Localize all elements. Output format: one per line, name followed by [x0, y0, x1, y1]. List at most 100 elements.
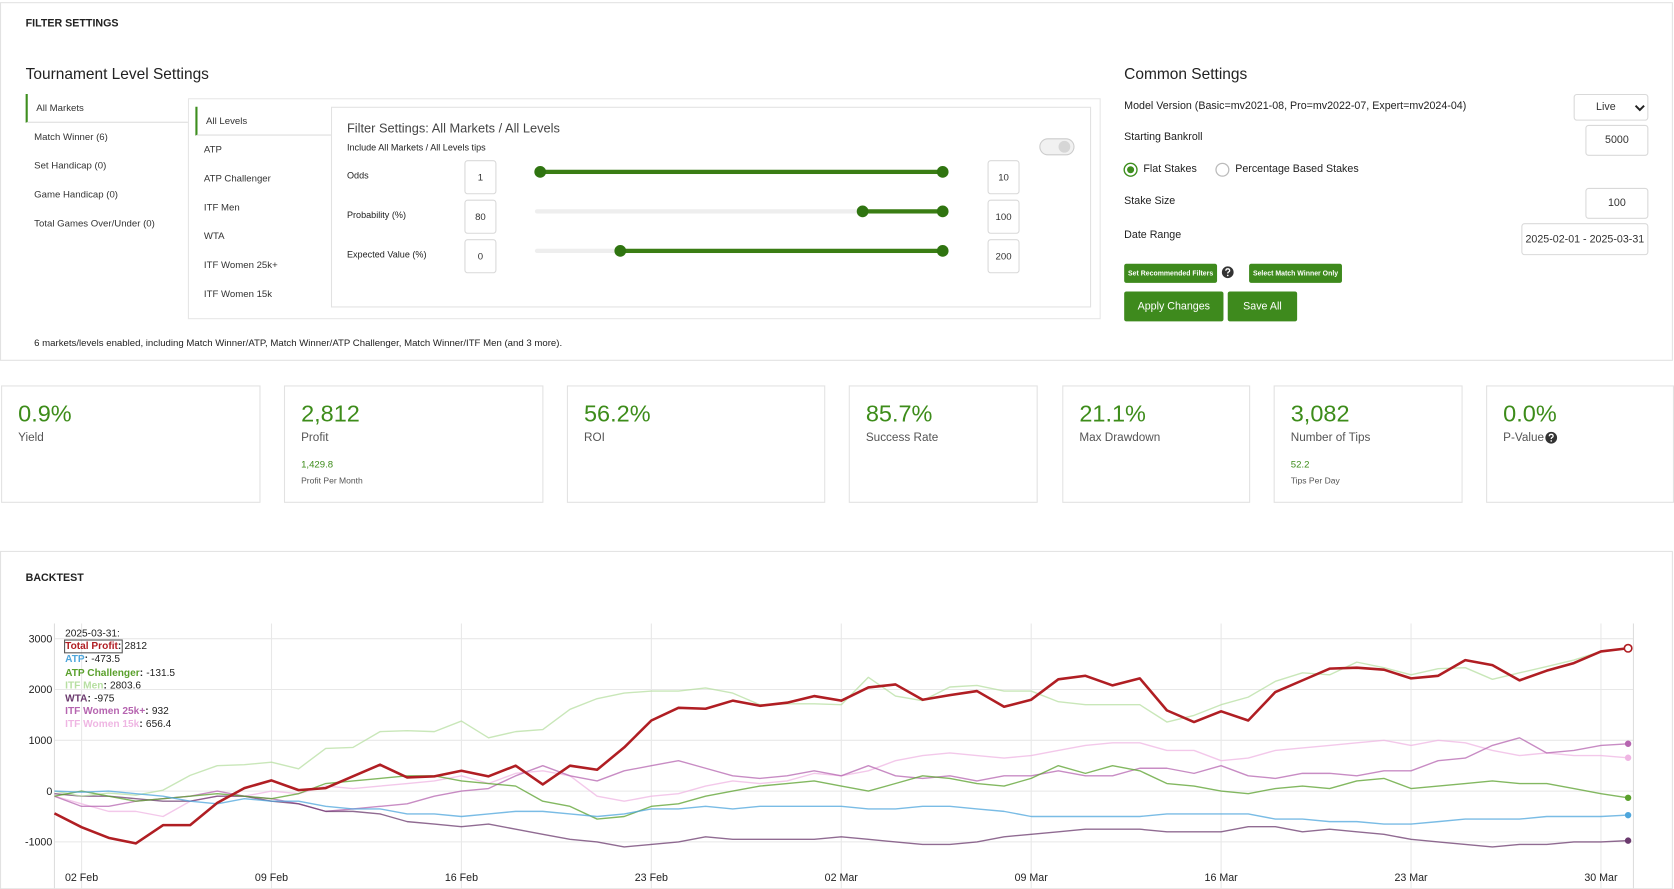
tooltip-title: 2025-03-31:	[65, 627, 120, 640]
level-tab[interactable]: ATP Challenger	[203, 172, 271, 184]
stat-label: P-Value	[1503, 431, 1545, 445]
stat-value: 3,082	[1290, 400, 1350, 428]
filter-label: Expected Value (%)	[346, 248, 427, 260]
level-tab[interactable]: ITF Women 25k+	[203, 259, 278, 271]
small-button[interactable]: Select Match Winner Only	[1249, 263, 1342, 283]
radio[interactable]	[1215, 162, 1230, 177]
y-tick-label: -1000	[25, 837, 52, 849]
market-tab[interactable]: Set Handicap (0)	[34, 160, 107, 171]
level-tab[interactable]: ITF Women 15k	[203, 288, 273, 299]
stat-label: Profit	[301, 431, 329, 445]
chevron	[1634, 105, 1645, 112]
tooltip-value: 656.4	[145, 718, 172, 731]
radio-checked[interactable]	[1123, 162, 1138, 177]
filter-label: Probability (%)	[346, 209, 406, 220]
y-tick-label: 3000	[29, 633, 53, 645]
stat-label: Number of Tips	[1290, 431, 1371, 445]
market-tab[interactable]: Match Winner (6)	[34, 131, 108, 142]
x-tick-label: 02 Mar	[825, 872, 859, 884]
help-icon[interactable]	[1221, 266, 1234, 279]
date-label: Date Range	[1124, 229, 1182, 242]
max-input[interactable]: 10	[987, 160, 1020, 195]
help-icon[interactable]	[1545, 431, 1558, 444]
stake-input[interactable]: 100	[1585, 187, 1649, 219]
stat-card: 0.0% P-Value	[1486, 385, 1674, 503]
stat-value: 56.2%	[583, 400, 651, 428]
section-title: BACKTEST	[25, 572, 84, 584]
filter-label: Odds	[346, 169, 369, 181]
slider-fill	[862, 209, 943, 214]
tooltip-value: -975	[94, 692, 115, 705]
tooltip-value: -131.5	[146, 666, 176, 679]
series-line	[54, 790, 1629, 825]
end-marker	[1624, 811, 1632, 819]
min-input[interactable]: 0	[464, 239, 497, 274]
market-tab[interactable]: Game Handicap (0)	[34, 188, 119, 200]
model-select[interactable]: Live	[1573, 93, 1649, 121]
include-label: Include All Markets / All Levels tips	[346, 141, 486, 153]
slider-fill	[540, 169, 943, 175]
max-input[interactable]: 100	[987, 199, 1020, 234]
tooltip-value: 932	[151, 705, 169, 718]
end-marker	[1624, 837, 1632, 844]
model-label: Model Version (Basic=mv2021-08, Pro=mv20…	[1124, 100, 1467, 113]
stat-sub-value: 52.2	[1290, 459, 1310, 470]
end-marker	[1624, 740, 1632, 747]
tooltip-value: -473.5	[91, 653, 121, 666]
sliders[interactable]	[528, 160, 955, 267]
model-value: Live	[1596, 101, 1616, 114]
tooltip-row: WTA-975	[65, 693, 175, 706]
stat-label: Max Drawdown	[1079, 431, 1161, 445]
stat-value: 0.9%	[18, 400, 72, 428]
stat-value: 85.7%	[865, 400, 933, 428]
max-input[interactable]: 200	[987, 239, 1020, 274]
series-line	[54, 792, 1629, 848]
min-input[interactable]: 1	[464, 160, 497, 195]
x-tick-label: 23 Feb	[635, 872, 668, 884]
radio-label: Percentage Based Stakes	[1235, 163, 1359, 176]
tooltip-row: ATP-473.5	[65, 654, 175, 667]
date-input[interactable]: 2025-02-01 - 2025-03-31	[1521, 223, 1649, 256]
slider-fill	[620, 248, 943, 254]
stat-label: Yield	[18, 431, 44, 445]
button[interactable]: Apply Changes	[1124, 291, 1224, 322]
tooltip-series: ATP	[65, 654, 88, 666]
level-tab[interactable]: WTA	[203, 230, 225, 242]
radio-label: Flat Stakes	[1143, 163, 1197, 176]
y-tick-label: 0	[46, 786, 52, 798]
market-tab[interactable]: Total Games Over/Under (0)	[34, 217, 155, 229]
level-tab[interactable]: ITF Men	[203, 201, 240, 213]
include-toggle[interactable]	[1039, 138, 1075, 156]
small-button[interactable]: Set Recommended Filters	[1124, 263, 1218, 283]
stat-value: 2,812	[301, 400, 360, 428]
level-tab[interactable]: All Levels	[195, 106, 331, 136]
level-tab[interactable]: ATP	[203, 144, 222, 155]
tooltip-series: Total Profit	[64, 639, 123, 654]
tooltip-series: ITF Women 15k	[65, 719, 143, 731]
min-input[interactable]: 80	[464, 199, 497, 234]
series-line	[53, 646, 1629, 845]
market-tab[interactable]: All Markets	[25, 93, 188, 123]
tooltip-row: Total Profit2812	[64, 639, 175, 654]
stat-card: 2,812 Profit 1,429.8 Profit Per Month	[283, 385, 544, 503]
bankroll-input[interactable]: 5000	[1585, 124, 1649, 156]
button[interactable]: Save All	[1227, 291, 1298, 322]
section-title: FILTER SETTINGS	[25, 18, 119, 30]
subsection-title: Common Settings	[1124, 66, 1248, 84]
filter-box-title: Filter Settings: All Markets / All Level…	[346, 120, 560, 136]
tooltip-value: 2803.6	[110, 679, 142, 692]
stat-label: Success Rate	[865, 431, 939, 445]
end-marker	[1624, 794, 1632, 801]
tooltip-series: ATP Challenger	[65, 667, 143, 679]
end-marker	[1623, 643, 1633, 653]
y-tick-label: 2000	[29, 684, 53, 696]
subsection-title: Tournament Level Settings	[25, 66, 209, 84]
stat-card: 3,082 Number of Tips 52.2 Tips Per Day	[1273, 385, 1463, 503]
tooltip-row: ATP Challenger-131.5	[65, 667, 175, 680]
summary: 6 markets/levels enabled, including Matc…	[34, 337, 563, 349]
stat-value: 21.1%	[1079, 400, 1146, 428]
stat-sub-label: Profit Per Month	[301, 476, 363, 486]
stat-card: 56.2% ROI	[566, 385, 826, 503]
